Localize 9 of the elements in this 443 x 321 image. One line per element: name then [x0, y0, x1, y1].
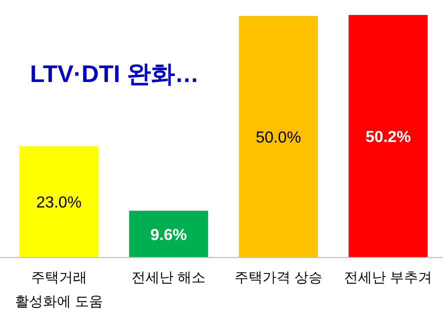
- data-label: 50.0%: [256, 129, 302, 146]
- x-tick-label: 주택거래 활성화에 도움: [14, 269, 103, 309]
- data-label: 9.6%: [150, 226, 187, 244]
- text: LTV·DTI 완화…: [30, 61, 199, 88]
- x-tick-label: 전세난 부추겨: [344, 269, 432, 285]
- data-label: 50.2%: [365, 129, 411, 146]
- x-tick-label: 전세난 해소: [132, 269, 206, 285]
- data-label: 23.0%: [36, 194, 82, 212]
- x-tick-label: 주택가격 상승: [234, 269, 322, 285]
